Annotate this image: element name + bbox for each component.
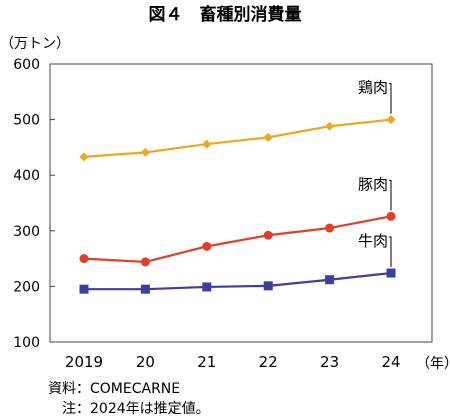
data-point (79, 254, 89, 264)
estimate-note: 注：2024年は推定値。 (62, 401, 210, 417)
x-tick-label: 20 (136, 353, 155, 371)
series-0: 鶏肉 (79, 79, 396, 162)
series-label: 鶏肉 (358, 79, 388, 97)
plot-area-frame (49, 63, 433, 343)
y-tick-label: 500 (13, 113, 40, 129)
data-point (202, 139, 212, 149)
series-label: 牛肉 (358, 232, 388, 250)
y-tick-label: 100 (13, 335, 40, 351)
data-point (325, 223, 335, 233)
data-point (79, 284, 89, 294)
data-point (202, 282, 212, 292)
label-leader-line (389, 179, 392, 211)
y-axis: 100 200 300 400 500 600 (13, 57, 55, 351)
x-tick-label: 23 (320, 353, 339, 371)
series-2: 牛肉 (79, 232, 396, 294)
label-leader-line (389, 83, 392, 114)
series-line (83, 118, 392, 158)
x-axis-unit-label: （年） (416, 356, 450, 372)
y-tick-label: 600 (13, 57, 40, 73)
x-tick-label: 2019 (65, 353, 103, 371)
y-axis-unit-label: （万トン） (0, 36, 70, 52)
data-point (263, 132, 273, 142)
x-tick-label: 21 (197, 353, 216, 371)
data-point (202, 241, 212, 251)
y-tick-label: 200 (13, 279, 40, 295)
data-point (140, 257, 150, 267)
series-line (83, 215, 392, 264)
data-point (263, 281, 273, 291)
y-tick-label: 300 (13, 224, 40, 240)
data-point (386, 115, 396, 125)
source-note: 資料：COMECARNE (48, 381, 180, 397)
x-axis: 2019 20 21 22 23 24 (65, 353, 401, 371)
series-line (84, 271, 392, 291)
data-point (263, 230, 273, 240)
data-point (140, 284, 150, 294)
x-tick-label: 22 (259, 353, 278, 371)
data-point (79, 152, 89, 162)
data-point (386, 211, 396, 221)
data-point (386, 268, 396, 278)
chart-title: 図４ 畜種別消費量 (149, 4, 302, 25)
y-tick-label: 400 (13, 168, 40, 184)
x-tick-label: 24 (381, 353, 400, 371)
data-point (325, 275, 335, 285)
label-leader-line (389, 236, 392, 268)
data-point (140, 147, 150, 157)
series-1: 豚肉 (79, 175, 396, 267)
series-label: 豚肉 (358, 175, 388, 193)
data-point (325, 121, 335, 131)
